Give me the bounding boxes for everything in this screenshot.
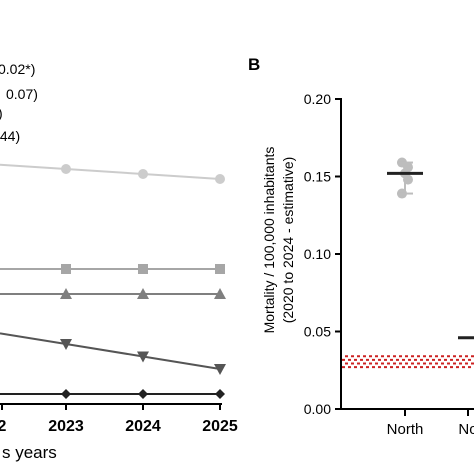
- data-point: [137, 351, 149, 363]
- data-point: [138, 389, 148, 399]
- data-points: [387, 157, 474, 340]
- x-tick-label: 2024: [125, 418, 161, 435]
- data-point: [215, 389, 225, 399]
- y-axis-label-line1: Mortality / 100,000 inhabitants: [261, 147, 277, 334]
- series-group: [0, 163, 226, 399]
- y-tick-label: 0.05: [304, 324, 331, 340]
- panel-b-dot-plot: B 0.00 0.05 0.10 0.15 0.20 Mortality / 100,0…: [248, 55, 474, 438]
- data-point: [214, 364, 226, 375]
- data-point: [61, 164, 71, 174]
- data-point: [60, 339, 72, 350]
- series-line: [0, 163, 221, 180]
- panel-a-line-chart: 0.02*) 0.07)) .44) 2 2023 2024 2025 s years: [0, 61, 238, 462]
- y-tick-label: 0.10: [304, 246, 331, 262]
- category-axis: North No: [387, 409, 474, 438]
- category-label: No: [458, 421, 474, 438]
- panel-label-b: B: [248, 55, 260, 74]
- data-point: [137, 288, 149, 299]
- legend-fragment: ): [0, 105, 3, 121]
- y-axis-label-line2: (2020 to 2024 - estimative): [280, 157, 296, 324]
- y-tick-label: 0.20: [304, 91, 331, 107]
- reference-band: [342, 355, 474, 369]
- category-label: North: [387, 421, 424, 438]
- data-point: [215, 264, 225, 274]
- data-point: [214, 288, 226, 299]
- x-tick-label: 2025: [202, 418, 238, 435]
- data-point: [138, 264, 148, 274]
- legend-fragments: 0.02*) 0.07)) .44): [0, 61, 38, 144]
- legend-fragment: .44): [0, 128, 20, 144]
- data-point: [215, 174, 225, 184]
- y-tick-label: 0.15: [304, 169, 331, 185]
- x-axis-label: s years: [2, 443, 57, 462]
- x-tick-label: 2023: [48, 418, 84, 435]
- data-point: [61, 264, 71, 274]
- x-tick-label: 2: [0, 418, 7, 435]
- legend-fragment: 0.07): [6, 86, 38, 102]
- data-point: [61, 389, 71, 399]
- y-tick-label: 0.00: [304, 401, 331, 417]
- legend-fragment: 0.02*): [0, 61, 35, 77]
- y-axis: 0.00 0.05 0.10 0.15 0.20: [304, 91, 474, 417]
- series-line: [0, 332, 221, 370]
- data-point: [138, 169, 148, 179]
- data-point: [60, 288, 72, 299]
- x-axis: 2 2023 2024 2025: [0, 403, 238, 435]
